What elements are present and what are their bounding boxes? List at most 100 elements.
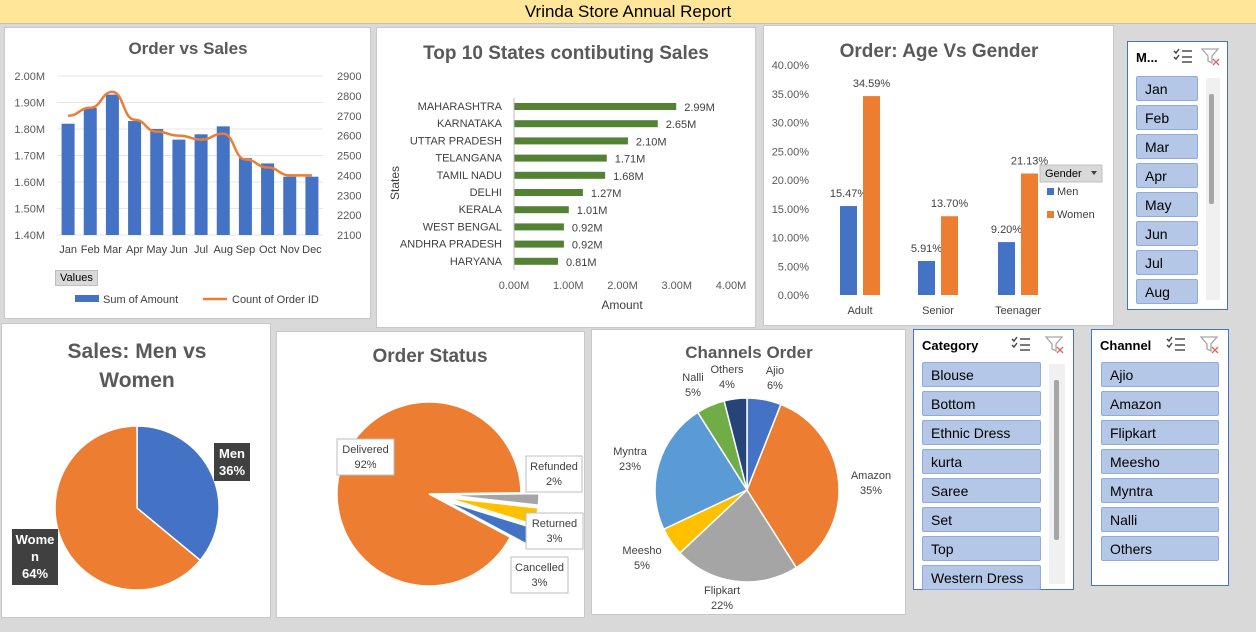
data-label: 1.27M	[591, 188, 622, 200]
bar-men	[918, 261, 935, 295]
slicer-item-flipkart[interactable]: Flipkart	[1101, 420, 1219, 445]
state-label: UTTAR PRADESH	[410, 135, 502, 147]
category-slicer-scrollbar[interactable]	[1049, 364, 1065, 584]
state-label: DELHI	[470, 187, 502, 199]
slicer-item-jan[interactable]: Jan	[1136, 76, 1198, 101]
scroll-thumb[interactable]	[1054, 380, 1059, 540]
bar-dec	[305, 176, 319, 235]
men-women-chart[interactable]: Sales: Men vs Women Men 36% Wome n 64%	[1, 323, 271, 618]
legend-label-women: Women	[1057, 209, 1095, 221]
chart-title-line2: Women	[99, 369, 174, 392]
slicer-item-mar[interactable]: Mar	[1136, 134, 1198, 159]
data-label: 0.81M	[566, 257, 597, 269]
bar-state	[514, 103, 677, 110]
slicer-item-aug[interactable]: Aug	[1136, 279, 1198, 304]
data-label: 0.92M	[572, 222, 603, 234]
channel-percent: 6%	[767, 380, 783, 392]
age-gender-chart[interactable]: Order: Age Vs Gender 0.00% 5.00% 10.00% 15.…	[763, 25, 1114, 326]
x-axis-title: Amount	[601, 298, 643, 312]
multi-select-icon[interactable]	[1173, 48, 1193, 71]
y2-tick-label: 2900	[337, 71, 361, 83]
slice-amazon	[746, 403, 840, 569]
women-label: n	[31, 549, 39, 564]
order-status-chart[interactable]: Order Status Delivered 92% Refunded 2% Retur…	[276, 331, 585, 618]
slicer-item-western-dress[interactable]: Western Dress	[922, 565, 1041, 590]
bar-men	[840, 206, 857, 295]
scroll-thumb[interactable]	[1209, 94, 1214, 204]
x-tick-label: Feb	[81, 244, 100, 256]
clear-filter-icon[interactable]	[1199, 336, 1220, 359]
category-slicer-title: Category	[922, 338, 979, 353]
status-label-box	[525, 455, 583, 493]
y-tick-label: 1.50M	[14, 204, 45, 216]
slicer-item-jun[interactable]: Jun	[1136, 221, 1198, 246]
multi-select-icon[interactable]	[1011, 336, 1031, 359]
slicer-item-nalli[interactable]: Nalli	[1101, 507, 1219, 532]
month-slicer[interactable]: M... Jan Feb Mar Apr May Jun Jul Aug	[1127, 41, 1228, 310]
y-tick-label: 5.00%	[778, 261, 809, 273]
slicer-item-kurta[interactable]: kurta	[922, 449, 1041, 474]
channel-slicer-title: Channel	[1100, 338, 1152, 353]
bar-state	[514, 120, 658, 128]
slicer-item-set[interactable]: Set	[922, 507, 1041, 532]
slicer-item-feb[interactable]: Feb	[1136, 105, 1198, 130]
month-slicer-title: M...	[1136, 50, 1158, 65]
slicer-item-ajio[interactable]: Ajio	[1101, 362, 1219, 387]
clear-filter-icon[interactable]	[1044, 336, 1065, 359]
slicer-item-top[interactable]: Top	[922, 536, 1041, 561]
slicer-item-others[interactable]: Others	[1101, 536, 1219, 561]
order-vs-sales-chart[interactable]: Order vs Sales 1.40M 1.50M 1.60M 1.70M 1.80M…	[4, 27, 371, 319]
bar-sep	[238, 158, 252, 235]
channel-label: Others	[710, 364, 744, 376]
channel-slicer[interactable]: Channel Ajio Amazon Flipkart Meesho Myntra Na…	[1091, 329, 1229, 586]
y-axis-title: States	[388, 166, 402, 200]
top-states-svg: Top 10 States contibuting Sales HARYANA 0…	[388, 43, 746, 312]
bar-state	[514, 240, 564, 248]
slicer-item-may[interactable]: May	[1136, 192, 1198, 217]
bar-state	[514, 223, 564, 231]
bar-state	[514, 171, 606, 179]
slicer-item-blouse[interactable]: Blouse	[922, 362, 1041, 387]
slicer-item-myntra[interactable]: Myntra	[1101, 478, 1219, 503]
slicer-item-apr[interactable]: Apr	[1136, 163, 1198, 188]
x-tick-label: Dec	[302, 244, 322, 256]
gender-legend-button	[1039, 164, 1103, 183]
data-label: 34.59%	[853, 78, 891, 90]
status-label: Cancelled	[515, 562, 564, 574]
status-label: Refunded	[530, 461, 578, 473]
y2-tick-label: 2700	[337, 111, 361, 123]
values-field-button[interactable]: Values	[55, 270, 98, 286]
data-label: 0.92M	[572, 240, 603, 252]
men-label: Men	[219, 446, 245, 461]
top-states-chart[interactable]: Top 10 States contibuting Sales HARYANA 0…	[376, 27, 756, 328]
category-slicer[interactable]: Category Blouse Bottom Ethnic Dress kurta Sa…	[913, 329, 1074, 590]
month-slicer-scrollbar[interactable]	[1206, 78, 1220, 300]
slicer-item-bottom[interactable]: Bottom	[922, 391, 1041, 416]
bar-feb	[83, 107, 97, 235]
multi-select-icon[interactable]	[1166, 336, 1186, 359]
slicer-item-amazon[interactable]: Amazon	[1101, 391, 1219, 416]
slicer-item-meesho[interactable]: Meesho	[1101, 449, 1219, 474]
channels-chart[interactable]: Channels Order Ajio 6% Amazon 35% Flipkart 22…	[591, 329, 906, 615]
chart-title: Order vs Sales	[128, 39, 247, 58]
y-tick-label: 35.00%	[772, 89, 810, 101]
channel-percent: 4%	[719, 379, 735, 391]
x-tick-label: 3.00M	[661, 280, 692, 292]
channel-percent: 5%	[634, 560, 650, 572]
chart-title: Top 10 States contibuting Sales	[423, 43, 709, 64]
clear-filter-icon[interactable]	[1200, 48, 1221, 71]
bar-may	[150, 129, 164, 235]
slicer-item-jul[interactable]: Jul	[1136, 250, 1198, 275]
channel-label: Amazon	[851, 470, 891, 482]
order-status-svg: Order Status Delivered 92% Refunded 2% Retur…	[336, 346, 584, 594]
bar-state	[514, 137, 628, 145]
y-tick-label: 10.00%	[772, 233, 810, 245]
order-count-line	[67, 90, 312, 177]
bar-state	[514, 257, 558, 265]
slicer-item-ethnic-dress[interactable]: Ethnic Dress	[922, 420, 1041, 445]
status-label-box	[525, 512, 584, 550]
y2-tick-label: 2200	[337, 210, 361, 222]
data-label: 1.71M	[615, 154, 646, 166]
slicer-item-saree[interactable]: Saree	[922, 478, 1041, 503]
